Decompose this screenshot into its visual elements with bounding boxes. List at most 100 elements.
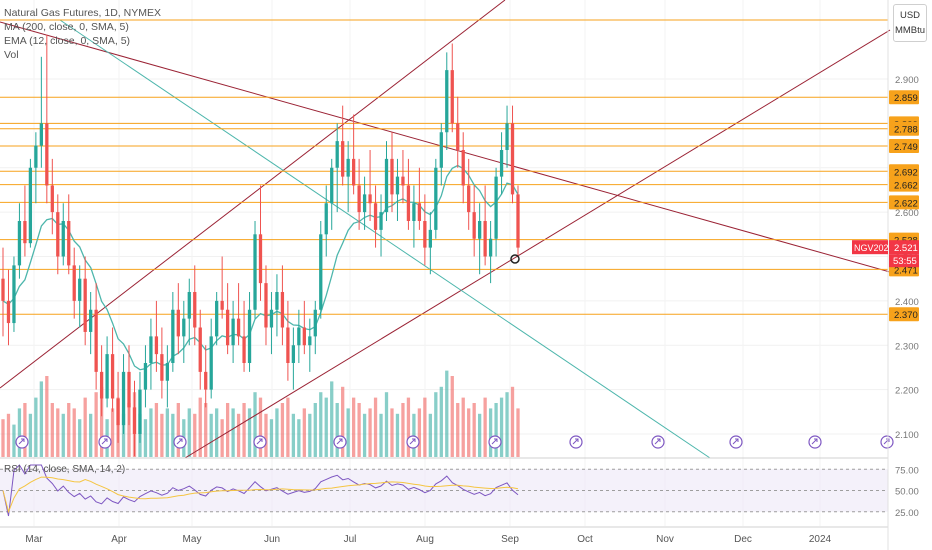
candle — [176, 309, 180, 337]
volume-bar — [247, 408, 252, 457]
candle — [45, 123, 49, 186]
volume-bar — [34, 397, 38, 457]
event-arrow-icon — [18, 438, 25, 445]
candle — [236, 318, 241, 337]
time-tick-label: Aug — [416, 534, 434, 545]
volume-bar — [78, 419, 82, 457]
legend-vol[interactable]: Vol — [4, 49, 19, 61]
candle — [6, 300, 11, 324]
symbol-tag-box — [852, 240, 888, 255]
candle — [456, 123, 460, 150]
candle — [483, 221, 487, 257]
volume-bar — [297, 419, 301, 457]
candle — [488, 238, 493, 257]
volume-bar — [198, 397, 202, 457]
candle — [346, 158, 350, 177]
currency-unit-selector[interactable]: USD MMBtu — [893, 4, 927, 42]
candle — [171, 309, 175, 363]
volume-bar — [39, 381, 43, 457]
volume-bar — [510, 386, 515, 457]
candle — [286, 327, 290, 363]
volume-bar — [456, 403, 460, 457]
volume-bar — [335, 403, 339, 457]
event-marker-icon — [15, 435, 29, 449]
price-tick-label: 2.600 — [895, 208, 919, 219]
candle — [384, 158, 389, 213]
volume-bar — [220, 419, 224, 457]
volume-bar — [61, 413, 65, 457]
event-marker-icon — [253, 435, 267, 449]
volume-bar — [362, 413, 367, 457]
volume-bar — [23, 403, 27, 457]
volume-bar — [302, 408, 306, 457]
candle — [478, 221, 482, 239]
volume-bar — [324, 397, 328, 457]
rising-channel-lower — [184, 29, 891, 459]
volume-bar — [488, 408, 493, 457]
candle — [215, 300, 219, 337]
candle — [34, 145, 38, 168]
event-markers — [0, 254, 894, 459]
legend-ema[interactable]: EMA (12, close, 0, SMA, 5) — [4, 35, 131, 47]
cursor-marker — [510, 254, 520, 264]
candle — [209, 336, 213, 390]
volume-bar — [390, 408, 394, 457]
volume-bar — [204, 403, 208, 457]
level-tag — [889, 164, 919, 179]
volume-bar — [236, 413, 241, 457]
level-tag-label: 2.471 — [894, 265, 918, 276]
level-tag — [889, 139, 919, 154]
candle — [160, 354, 164, 381]
rsi-legend[interactable]: RSI (14, close, SMA, 14, 2) — [4, 464, 126, 475]
volume-bar — [472, 403, 476, 457]
volume-bar — [395, 413, 400, 457]
rsi-line — [2, 464, 519, 517]
volume-bar — [384, 392, 389, 457]
price-tick-label: 2.400 — [895, 297, 919, 308]
volume-bar — [319, 392, 323, 457]
volume-bar — [56, 408, 60, 457]
last-price-label: 2.521 — [894, 243, 918, 254]
candle — [78, 278, 82, 301]
volume-bar — [330, 381, 334, 457]
volume-bar — [368, 408, 372, 457]
volume-bar — [72, 408, 76, 457]
volume-bar — [379, 413, 383, 457]
volume-bar — [280, 403, 285, 457]
candle — [182, 318, 186, 337]
event-marker-icon — [488, 435, 502, 449]
legend-ma[interactable]: MA (200, close, 0, SMA, 5) — [4, 21, 129, 33]
price-tick-label: 2.200 — [895, 386, 919, 397]
volume-bar — [445, 370, 449, 457]
candle — [247, 309, 252, 363]
candle — [280, 292, 285, 328]
volume-bar — [461, 397, 465, 457]
time-axis[interactable]: Mar Apr May Jun Jul Aug Sep Oct Nov Dec 2024 — [25, 534, 831, 545]
volume-bar — [269, 419, 274, 457]
event-marker-icon — [98, 435, 112, 449]
volume-bar — [412, 413, 416, 457]
candle — [154, 336, 159, 355]
level-tag-label: 2.749 — [894, 142, 918, 153]
volume-bar — [253, 392, 257, 457]
candle — [132, 407, 137, 434]
candle — [72, 265, 76, 301]
volume-bar — [373, 397, 378, 457]
time-tick-label: May — [183, 534, 202, 545]
volume-bar — [17, 408, 22, 457]
candle — [231, 318, 235, 346]
candle — [105, 354, 109, 399]
price-axis[interactable]: 2.1002.2002.3002.4002.5002.6002.900NGV20… — [852, 75, 919, 441]
volume-bar — [428, 413, 432, 457]
candle — [297, 327, 301, 346]
level-tag — [889, 90, 919, 105]
candle — [67, 221, 71, 266]
event-arrow-icon — [811, 438, 818, 445]
candle — [472, 212, 476, 239]
candle — [467, 185, 471, 213]
time-tick-label: Oct — [577, 534, 593, 545]
level-tag — [889, 307, 919, 322]
candle — [412, 203, 416, 221]
time-tick-label: Jun — [264, 534, 280, 545]
